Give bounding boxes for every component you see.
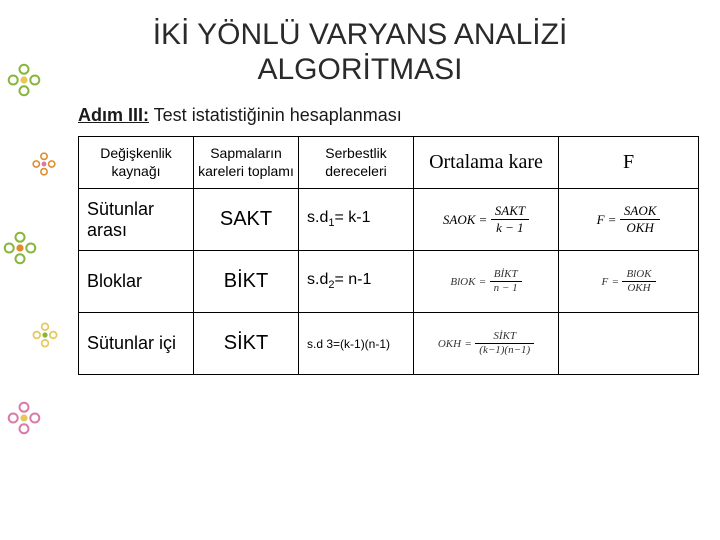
cell-f-empty <box>559 313 699 375</box>
anova-table-wrap: Değişkenlik kaynağı Sapmaların kareleri … <box>78 136 698 375</box>
cell-f: F = BlOKOKH <box>559 251 699 313</box>
cell-df: s.d 3=(k-1)(n-1) <box>299 313 414 375</box>
col-df: Serbestlik dereceleri <box>299 137 414 189</box>
flower-icon <box>2 230 38 266</box>
step-heading: Adım III: Test istatistiğinin hesaplanma… <box>0 87 720 136</box>
flower-icon <box>6 400 42 436</box>
col-f: F <box>559 137 699 189</box>
col-ms: Ortalama kare <box>414 137 559 189</box>
cell-df: s.d1= k-1 <box>299 189 414 251</box>
cell-ms: BlOK = BİKTn − 1 <box>414 251 559 313</box>
step-label: Adım III: <box>78 105 149 125</box>
row-label: Sütunlar içi <box>79 313 194 375</box>
step-text: Test istatistiğinin hesaplanması <box>149 105 402 125</box>
flower-icon <box>30 320 60 350</box>
cell-ss: SAKT <box>194 189 299 251</box>
row-label: Bloklar <box>79 251 194 313</box>
page-title: İKİ YÖNLÜ VARYANS ANALİZİ ALGORİTMASI <box>0 0 720 87</box>
cell-f: F = SAOKOKH <box>559 189 699 251</box>
cell-ms: OKH = SİKT(k−1)(n−1) <box>414 313 559 375</box>
cell-ms: SAOK = SAKTk − 1 <box>414 189 559 251</box>
table-header-row: Değişkenlik kaynağı Sapmaların kareleri … <box>79 137 699 189</box>
cell-df: s.d2= n-1 <box>299 251 414 313</box>
cell-ss: SİKT <box>194 313 299 375</box>
table-row: Sütunlar arası SAKT s.d1= k-1 SAOK = SAK… <box>79 189 699 251</box>
flower-icon <box>30 150 58 178</box>
anova-table: Değişkenlik kaynağı Sapmaların kareleri … <box>78 136 699 375</box>
title-line1: İKİ YÖNLÜ VARYANS ANALİZİ <box>153 18 568 51</box>
title-line2: ALGORİTMASI <box>257 53 462 86</box>
col-source: Değişkenlik kaynağı <box>79 137 194 189</box>
table-row: Sütunlar içi SİKT s.d 3=(k-1)(n-1) OKH =… <box>79 313 699 375</box>
row-label: Sütunlar arası <box>79 189 194 251</box>
col-ss: Sapmaların kareleri toplamı <box>194 137 299 189</box>
cell-ss: BİKT <box>194 251 299 313</box>
table-row: Bloklar BİKT s.d2= n-1 BlOK = BİKTn − 1 … <box>79 251 699 313</box>
